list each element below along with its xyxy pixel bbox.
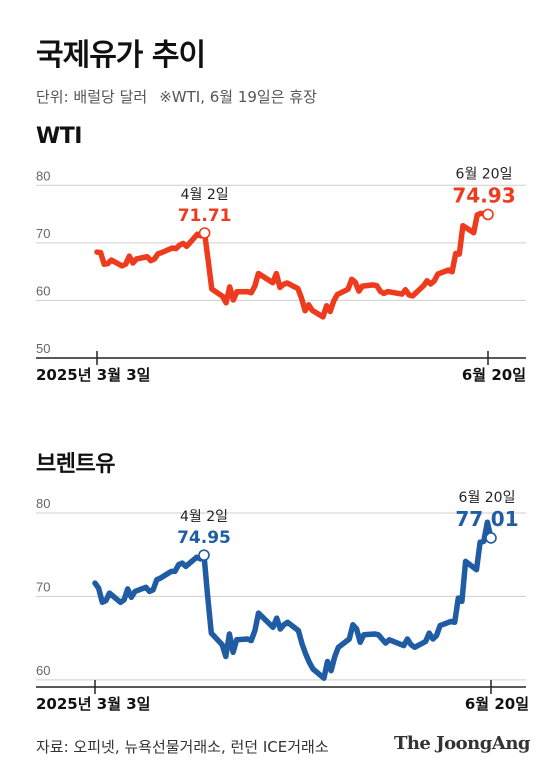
annotation-date: 6월 20일 [459, 490, 516, 506]
page-title: 국제유가 추이 [36, 38, 206, 73]
y-tick-label: 50 [36, 341, 50, 356]
x-label-start: 2025년 3월 3일 [36, 366, 150, 384]
y-tick-label: 80 [36, 496, 50, 511]
brent-section-title: 브렌트유 [36, 452, 115, 477]
note-label: ※WTI, 6월 19일은 휴장 [159, 88, 317, 106]
series-line [94, 210, 491, 320]
source-note: 자료: 오피넷, 뉴욕선물거래소, 런던 ICE거래소 [36, 738, 329, 756]
y-tick-label: 70 [36, 579, 50, 594]
y-tick-label: 60 [36, 663, 50, 678]
subtitle: 단위: 배럴당 달러 ※WTI, 6월 19일은 휴장 [36, 86, 317, 107]
annotation-value: 77.01 [455, 507, 518, 531]
annotation-date: 6월 20일 [456, 166, 513, 182]
annotation-marker [482, 208, 494, 221]
annotation-value: 74.95 [177, 528, 231, 548]
annotation-marker [198, 549, 210, 561]
x-label-end: 6월 20일 [462, 366, 526, 384]
annotation-marker [485, 532, 497, 544]
annotation-value: 71.71 [178, 206, 232, 226]
wti-section-title: WTI [36, 124, 82, 149]
annotation-value: 74.93 [452, 183, 515, 207]
series-line [92, 519, 494, 681]
annotation-marker [198, 227, 211, 239]
unit-label: 단위: 배럴당 달러 [36, 88, 148, 106]
y-tick-label: 70 [36, 226, 50, 241]
annotation-date: 4월 2일 [180, 509, 228, 525]
y-tick-label: 80 [36, 168, 50, 183]
brand-logo: The JoongAng [393, 733, 531, 754]
annotation-date: 4월 2일 [181, 187, 229, 203]
x-label-start: 2025년 3월 3일 [36, 695, 150, 713]
y-tick-label: 60 [36, 283, 50, 298]
wti-chart: 50 60 70 80 2025년 3월 3일 6월 20일 71.71 4월 2일 74.93… [36, 166, 526, 384]
x-label-end: 6월 20일 [465, 695, 529, 713]
